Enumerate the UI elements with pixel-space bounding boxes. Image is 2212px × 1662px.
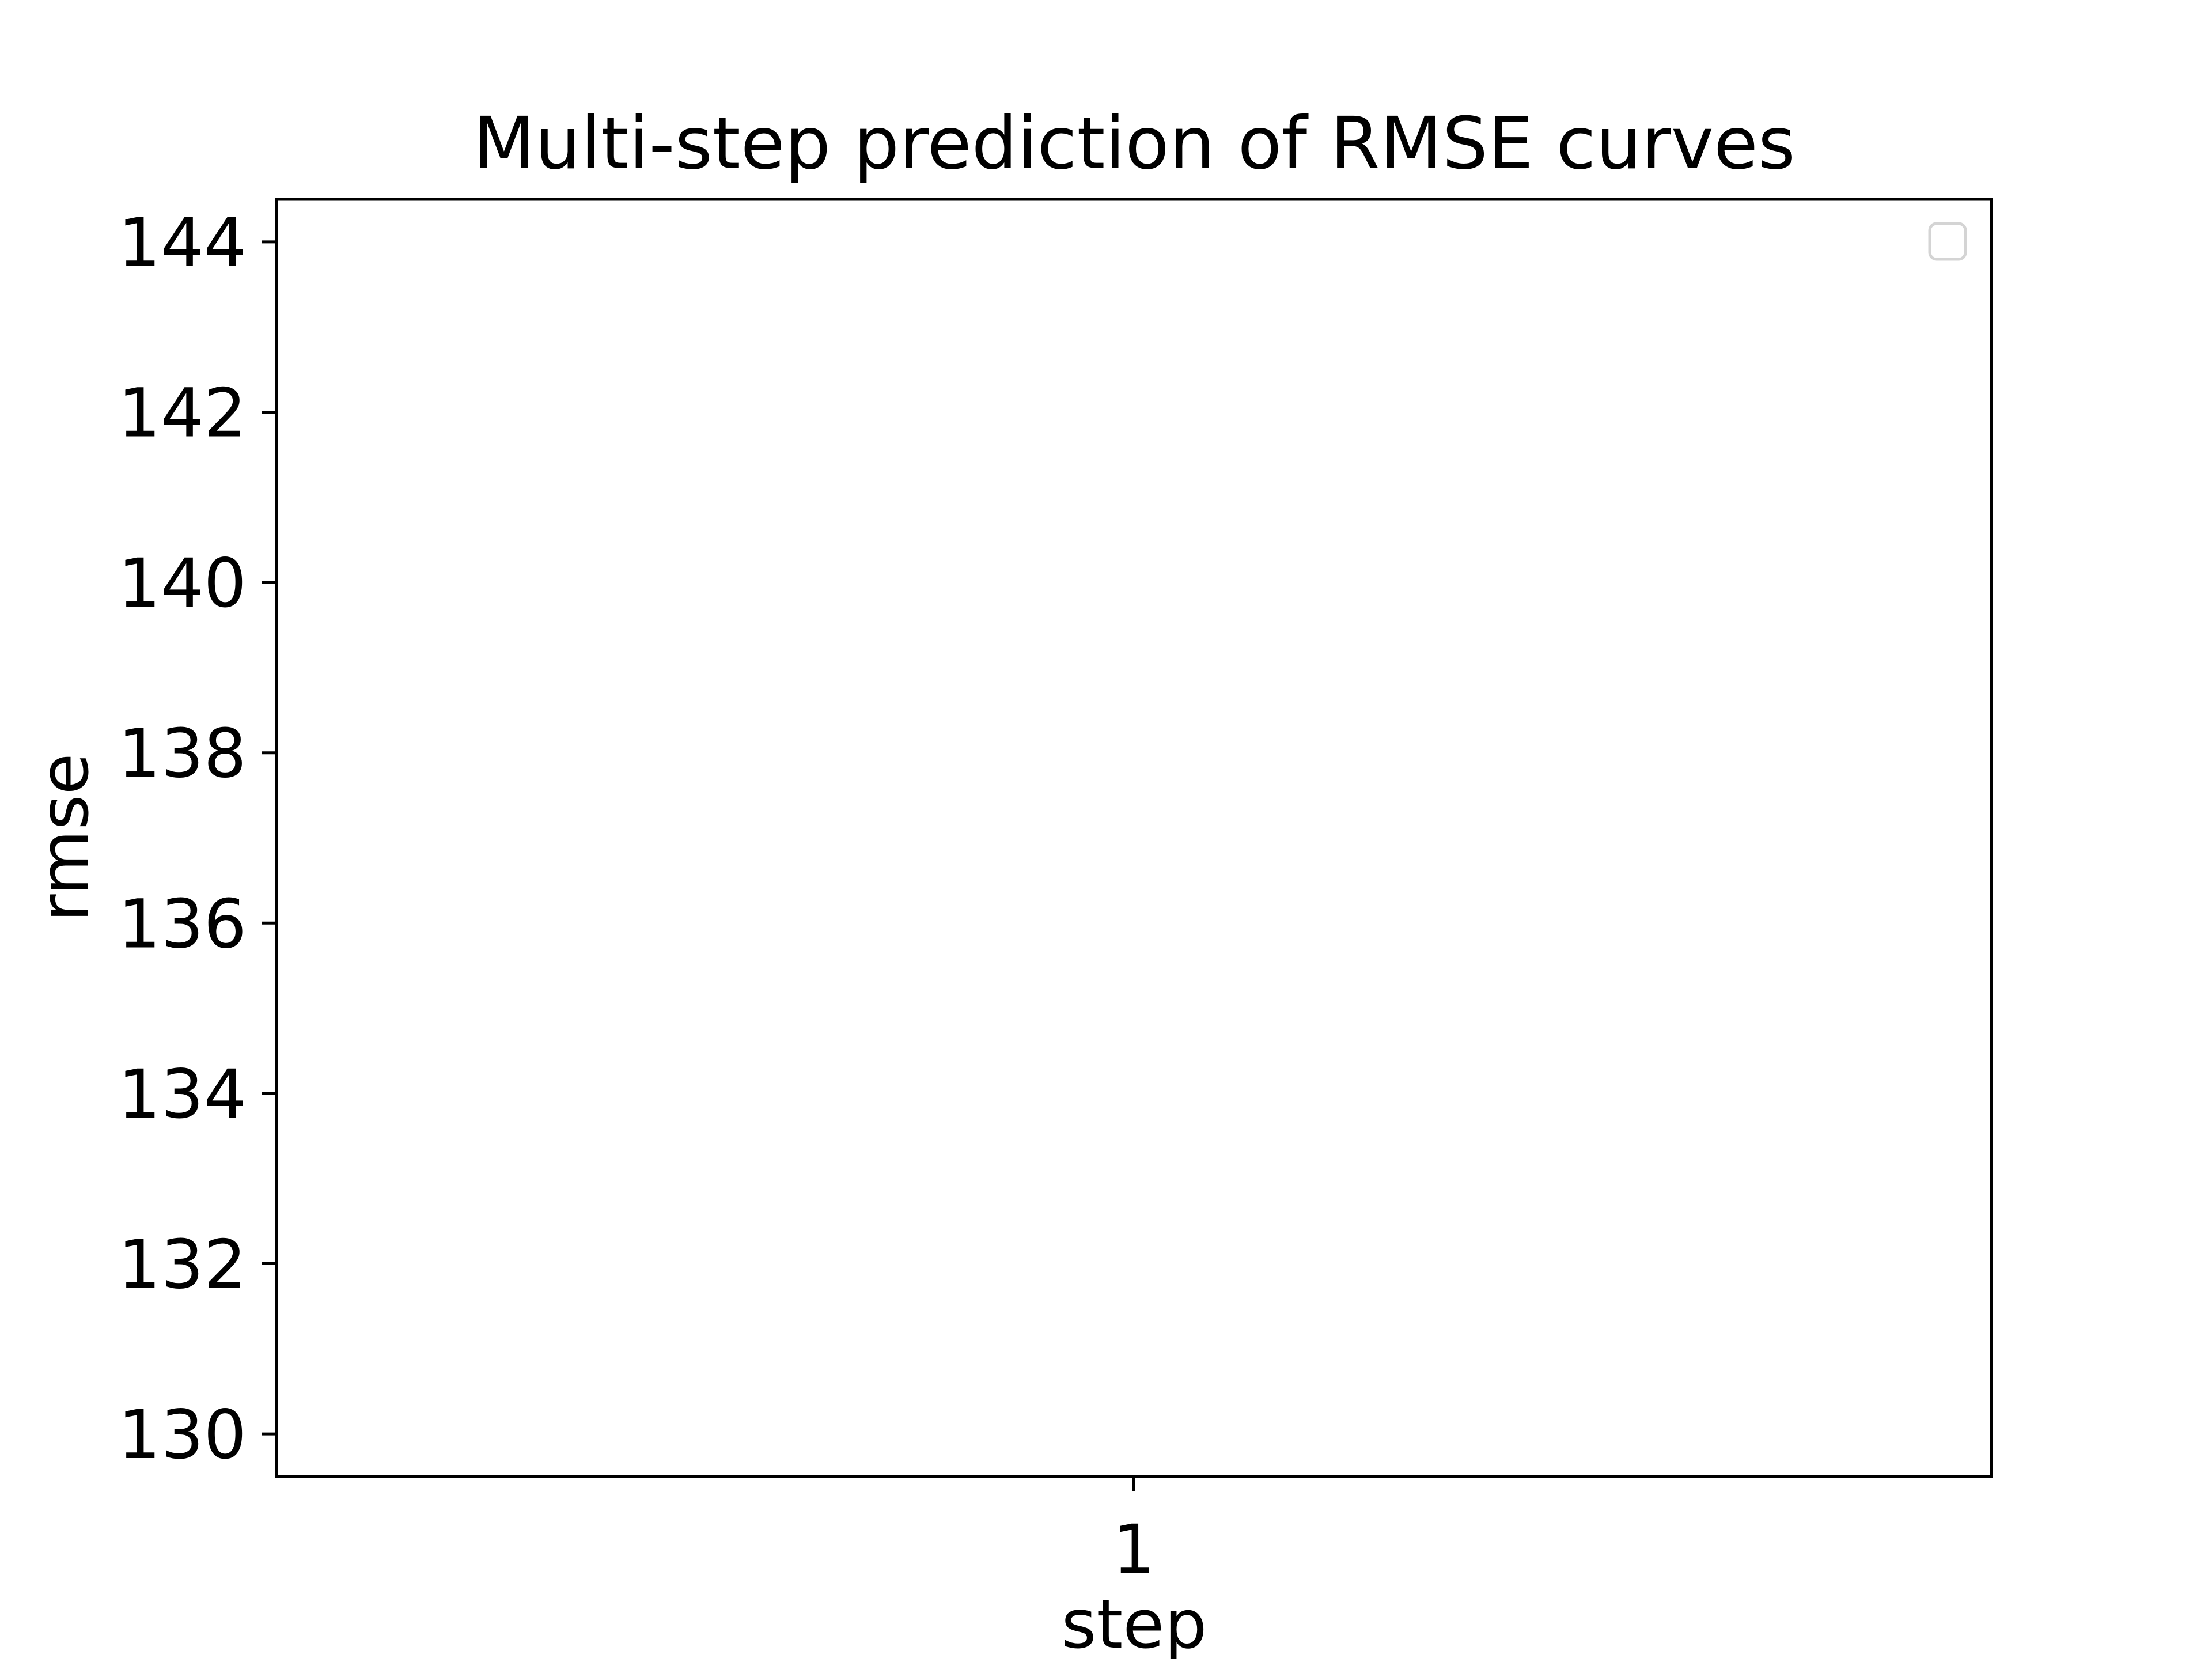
y-tick-label: 144 (118, 203, 247, 282)
y-tick-label: 142 (118, 374, 247, 453)
y-tick-label: 134 (118, 1055, 247, 1134)
chart-title: Multi-step prediction of RMSE curves (473, 102, 1796, 185)
y-tick-label: 132 (118, 1225, 247, 1304)
legend-box (1928, 222, 1967, 261)
y-axis-label: rmse (25, 754, 104, 922)
y-axis-ticks: 130 132 134 136 138 140 142 144 (118, 203, 276, 1474)
x-axis-label: step (1061, 1585, 1207, 1659)
y-tick-label: 130 (118, 1395, 247, 1474)
plot-area: 130 132 134 136 138 140 142 144 1 (118, 198, 1993, 1589)
y-tick-label: 140 (118, 544, 247, 623)
y-tick-label: 136 (118, 884, 247, 963)
x-tick-label: 1 (1112, 1510, 1155, 1589)
x-axis-ticks: 1 (1112, 1477, 1156, 1589)
y-tick-label: 138 (118, 714, 247, 793)
